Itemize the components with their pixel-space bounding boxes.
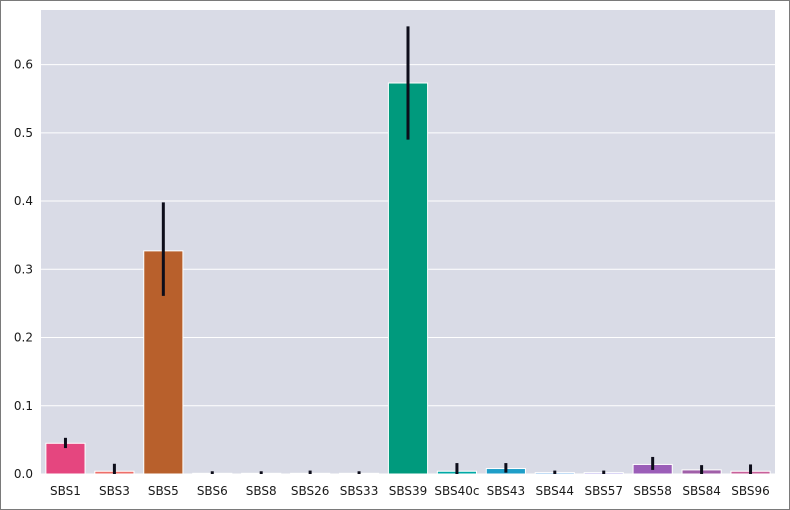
x-axis-ticks: SBS1 SBS3 SBS5 SBS6 SBS8 SBS26 SBS33 SBS39 SBS40… bbox=[50, 484, 770, 498]
bar-sbs39 bbox=[387, 82, 429, 475]
y-tick-label: 0.0 bbox=[14, 467, 33, 481]
x-tick-label: SBS5 bbox=[148, 484, 179, 498]
x-tick-label: SBS58 bbox=[633, 484, 672, 498]
x-tick-label: SBS6 bbox=[197, 484, 228, 498]
y-tick-label: 0.6 bbox=[14, 58, 33, 72]
x-tick-label: SBS33 bbox=[340, 484, 379, 498]
x-tick-label: SBS44 bbox=[536, 484, 575, 498]
x-tick-label: SBS43 bbox=[487, 484, 526, 498]
x-tick-label: SBS84 bbox=[682, 484, 721, 498]
x-tick-label: SBS39 bbox=[389, 484, 428, 498]
x-tick-label: SBS40c bbox=[434, 484, 479, 498]
bar-sbs5 bbox=[143, 250, 184, 475]
x-tick-label: SBS96 bbox=[731, 484, 770, 498]
y-tick-label: 0.5 bbox=[14, 126, 33, 140]
y-tick-label: 0.1 bbox=[14, 399, 33, 413]
x-tick-label: SBS57 bbox=[584, 484, 623, 498]
bars bbox=[45, 82, 771, 475]
x-tick-label: SBS8 bbox=[246, 484, 277, 498]
x-tick-label: SBS26 bbox=[291, 484, 330, 498]
y-tick-label: 0.3 bbox=[14, 262, 33, 276]
y-axis-ticks: 0.0 0.1 0.2 0.3 0.4 0.5 0.6 bbox=[14, 58, 33, 481]
y-tick-label: 0.2 bbox=[14, 331, 33, 345]
x-tick-label: SBS3 bbox=[99, 484, 130, 498]
y-tick-label: 0.4 bbox=[14, 194, 33, 208]
error-bars bbox=[63, 26, 753, 474]
x-tick-label: SBS1 bbox=[50, 484, 81, 498]
